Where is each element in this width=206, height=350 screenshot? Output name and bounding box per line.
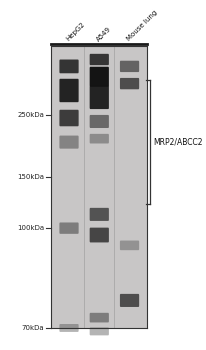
FancyBboxPatch shape bbox=[89, 228, 108, 243]
FancyBboxPatch shape bbox=[89, 54, 108, 65]
Text: Mouse lung: Mouse lung bbox=[125, 9, 157, 42]
FancyBboxPatch shape bbox=[119, 78, 138, 89]
FancyBboxPatch shape bbox=[89, 67, 108, 87]
FancyBboxPatch shape bbox=[59, 223, 78, 234]
Text: 100kDa: 100kDa bbox=[17, 225, 44, 231]
FancyBboxPatch shape bbox=[89, 115, 108, 128]
FancyBboxPatch shape bbox=[89, 86, 108, 109]
FancyBboxPatch shape bbox=[59, 79, 78, 102]
FancyBboxPatch shape bbox=[59, 110, 78, 126]
FancyBboxPatch shape bbox=[89, 328, 108, 335]
Bar bbox=[51, 46, 147, 328]
Text: A549: A549 bbox=[95, 25, 111, 42]
Text: 70kDa: 70kDa bbox=[21, 325, 44, 331]
FancyBboxPatch shape bbox=[119, 294, 138, 307]
Text: 250kDa: 250kDa bbox=[17, 112, 44, 118]
FancyBboxPatch shape bbox=[89, 313, 108, 322]
FancyBboxPatch shape bbox=[59, 324, 78, 332]
FancyBboxPatch shape bbox=[119, 61, 138, 72]
FancyBboxPatch shape bbox=[59, 135, 78, 149]
Text: HepG2: HepG2 bbox=[64, 21, 85, 42]
FancyBboxPatch shape bbox=[59, 60, 78, 73]
FancyBboxPatch shape bbox=[119, 240, 138, 250]
FancyBboxPatch shape bbox=[89, 134, 108, 143]
Text: MRP2/ABCC2: MRP2/ABCC2 bbox=[153, 138, 202, 147]
Text: 150kDa: 150kDa bbox=[17, 174, 44, 180]
FancyBboxPatch shape bbox=[89, 208, 108, 221]
